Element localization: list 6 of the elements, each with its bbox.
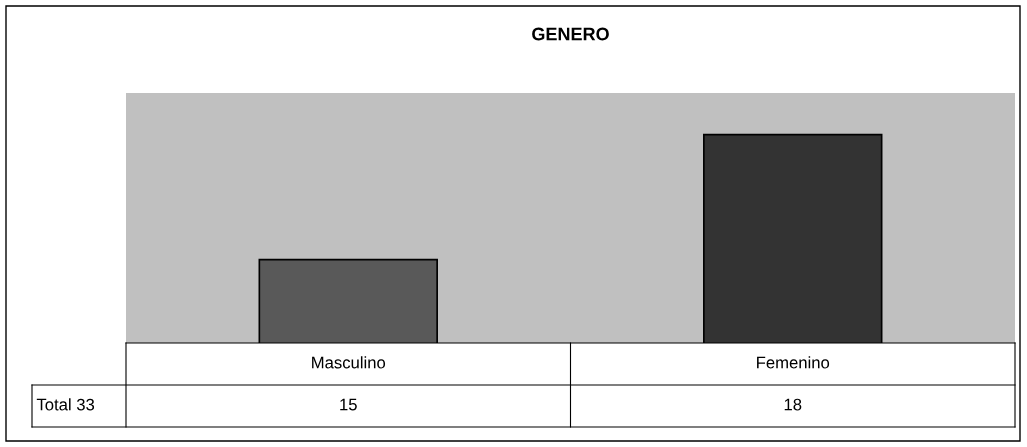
x-tick-label: Masculino	[312, 356, 386, 369]
x-tick-label: Femenino	[757, 356, 830, 369]
text: Total 33	[36, 398, 95, 411]
data-label: 15	[340, 398, 357, 411]
data-label: 18	[784, 398, 802, 411]
chart-title: GENERO	[532, 27, 609, 41]
